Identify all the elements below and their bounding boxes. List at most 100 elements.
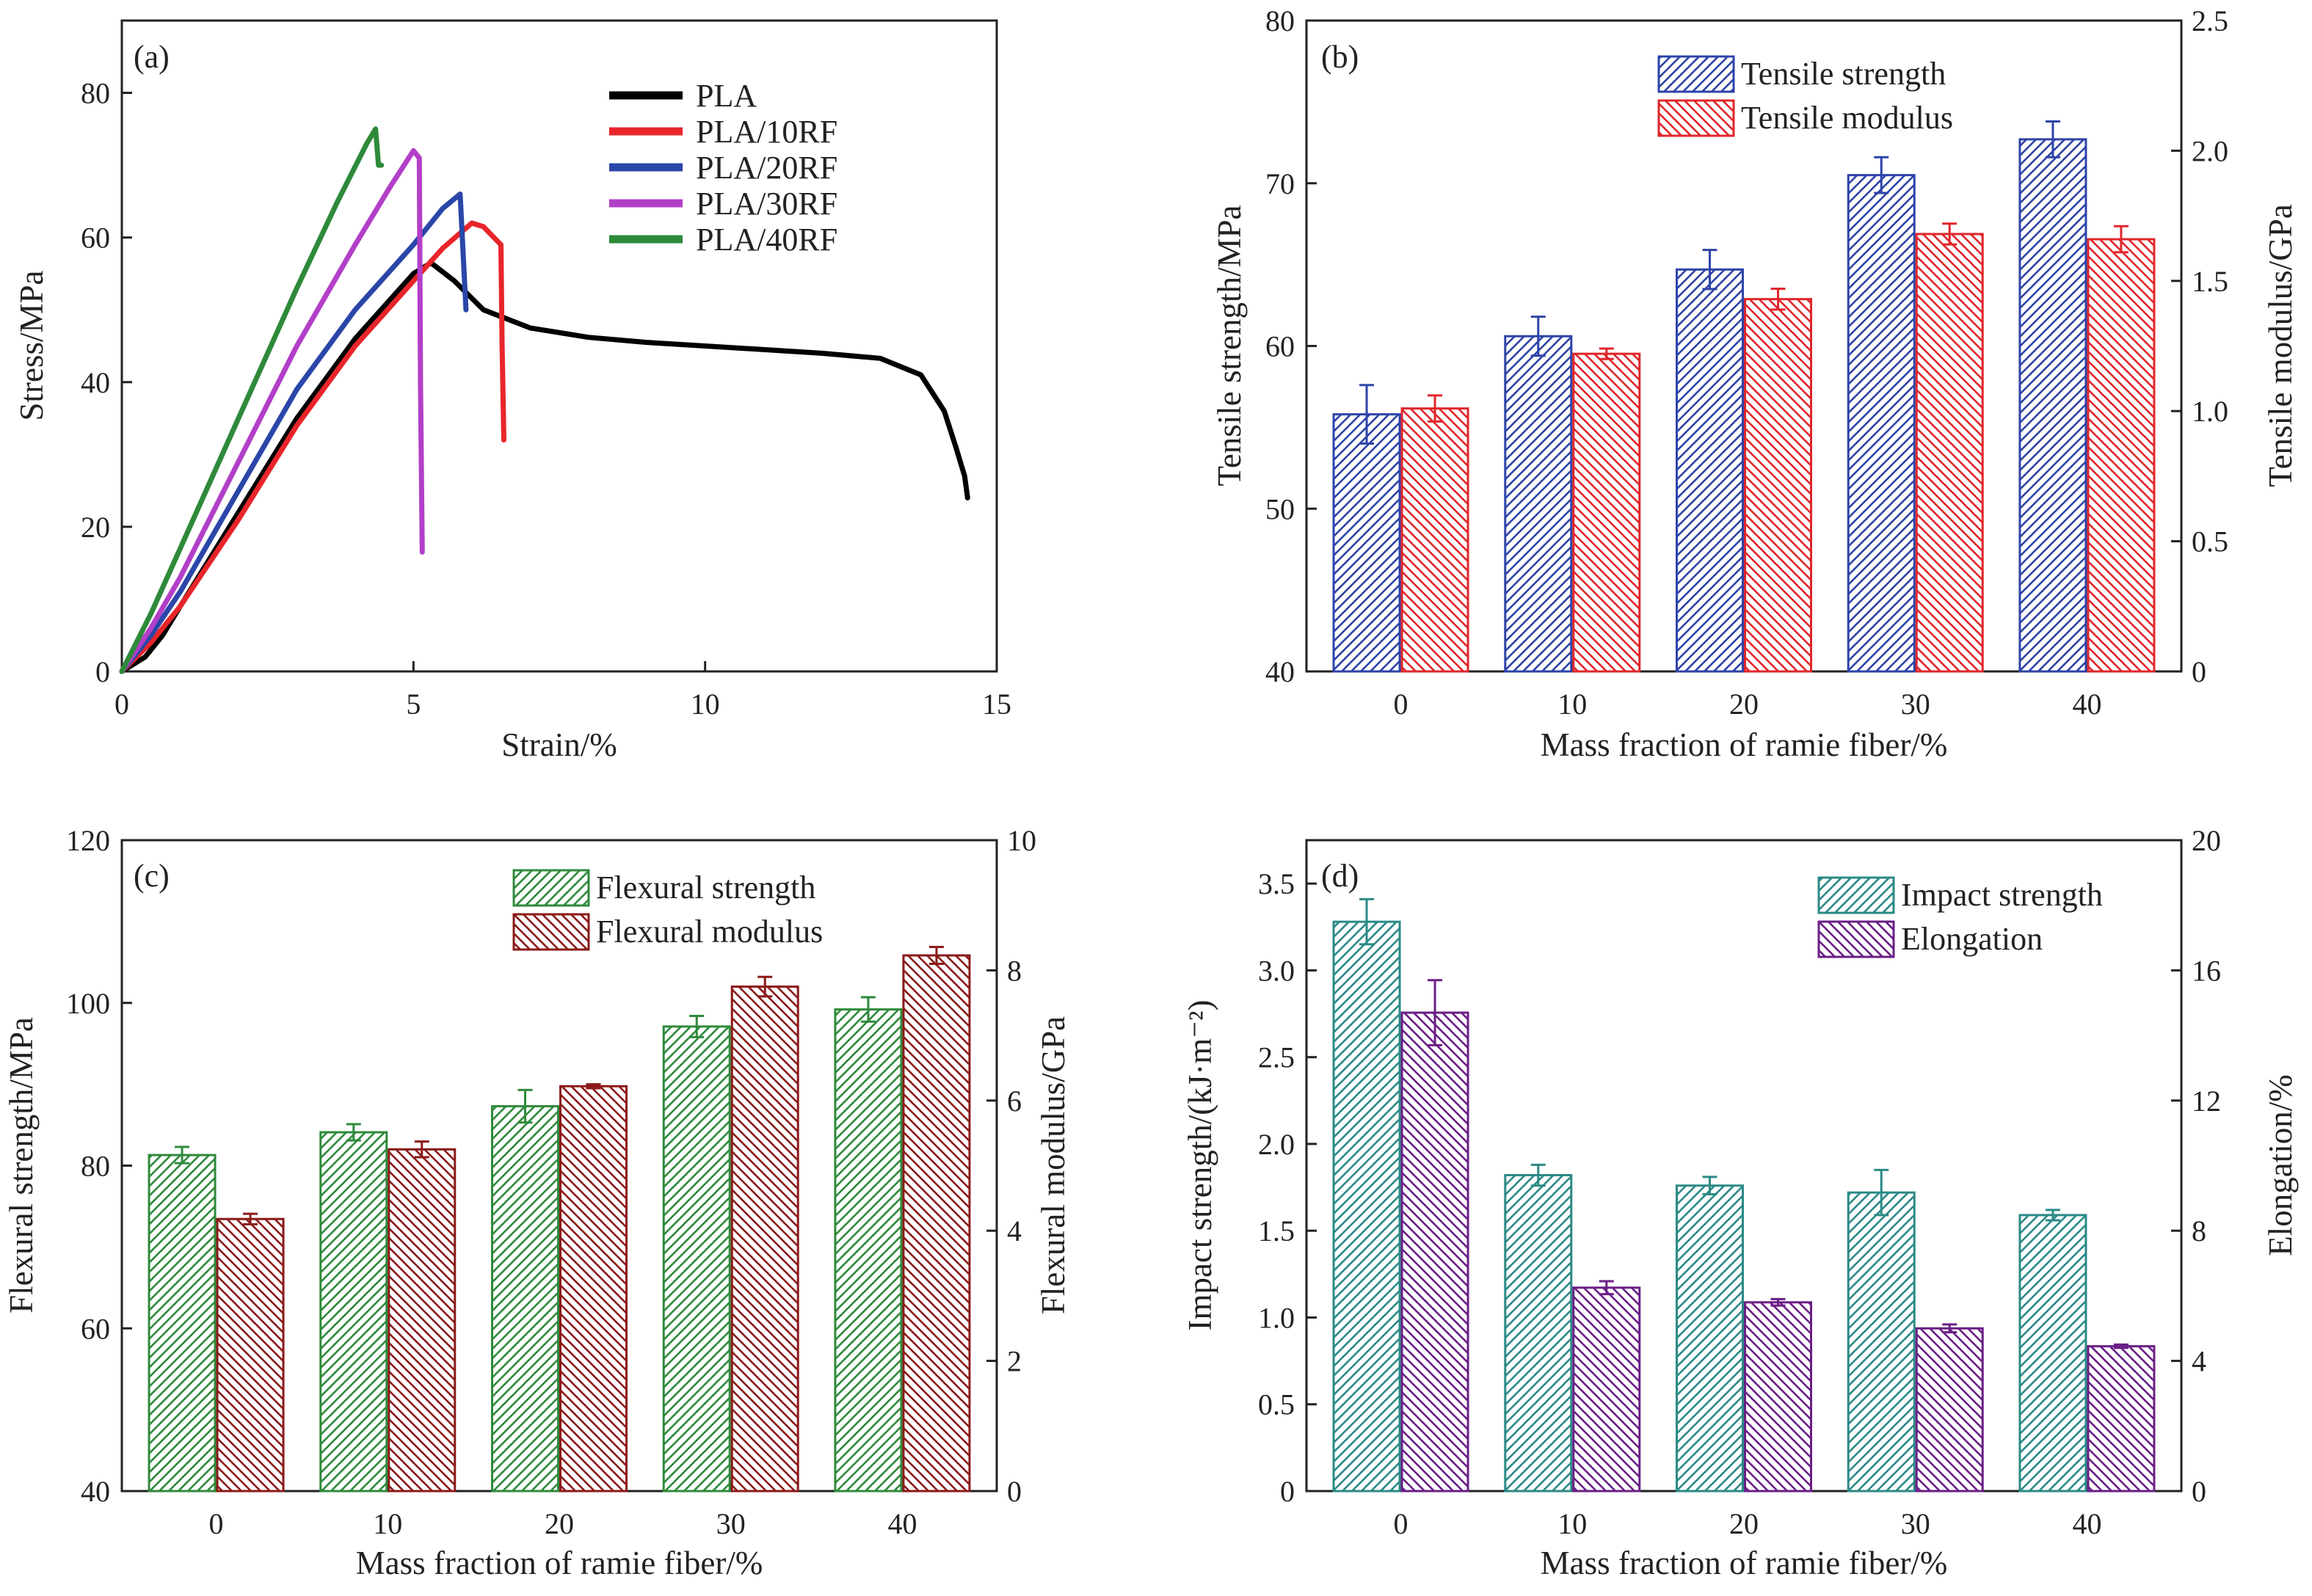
panel-d-y-tick-label: 1.0: [1258, 1301, 1295, 1334]
panel-b-tag: (b): [1321, 39, 1359, 75]
bar-tensile-strength: [2018, 138, 2087, 673]
panel-d-tag: (d): [1321, 858, 1359, 894]
panel-b-y-axis-label: Tensile strength/MPa: [1211, 205, 1248, 486]
panel-c-tag: (c): [134, 858, 170, 894]
legend-label: PLA: [696, 78, 757, 114]
panel-d-x-tick-label: 0: [1394, 1507, 1408, 1540]
panel-d-ticks: 0 0.5 1.0 1.5 2.0 2.5 3.0 3.5 0 4 8 12 16 20 0 10 20 30 40: [1258, 824, 2221, 1540]
bar-impact-strength: [1676, 1184, 1744, 1493]
panel-b-y2-tick-label: 1.0: [2192, 395, 2228, 428]
legend-swatch: [1657, 55, 1735, 93]
panel-a-frame: [120, 19, 998, 673]
panel-d-x-tick-label: 40: [2072, 1507, 2101, 1540]
bar-tensile-modulus: [1400, 407, 1469, 673]
series-line-pla-20rf: [119, 192, 469, 674]
panel-c-y-axis-label: Flexural strength/MPa: [3, 1017, 40, 1313]
panel-c-y-tick-label: 40: [81, 1475, 110, 1508]
bar-flexural-strength: [834, 1008, 903, 1493]
panel-a-y-tick-label: 80: [81, 77, 110, 110]
panel-c-y-tick-label: 80: [81, 1150, 110, 1183]
bar-flexural-strength: [319, 1131, 388, 1493]
bar-flexural-modulus: [902, 954, 971, 1493]
panel-a-y-tick-label: 20: [81, 511, 110, 544]
panel-b-y-tick-label: 60: [1265, 330, 1295, 363]
panel-c-y-tick-label: 60: [81, 1312, 110, 1345]
panel-b-x-tick-label: 20: [1729, 688, 1759, 721]
panel-d-y2-tick-label: 4: [2192, 1345, 2206, 1378]
panel-a-ticks: 0 5 10 15 0 20 40 60 80: [81, 77, 1011, 721]
panel-c-x-axis-label: Mass fraction of ramie fiber/%: [356, 1545, 763, 1581]
bar-tensile-strength: [1332, 413, 1401, 673]
panel-a-stress-strain: (a) Strain/% Stress/MPa 0 5 10 15020406080 …: [13, 19, 1011, 763]
panel-d-y-tick-label: 2.0: [1258, 1128, 1295, 1161]
panel-b-ticks: 40 50 60 70 80 0 0.5 1.0 1.5 2.0 2.5 0 10 20 30 40: [1265, 4, 2228, 721]
panel-a-tag: (a): [134, 39, 170, 75]
panel-a-y-tick-label: 40: [81, 366, 110, 399]
bar-flexural-strength: [662, 1025, 731, 1493]
panel-d-y-axis-label: Impact strength/(kJ·m⁻²): [1182, 1000, 1218, 1331]
panel-d-y2-tick-label: 0: [2192, 1475, 2206, 1508]
bar-tensile-strength: [1504, 335, 1573, 673]
bar-flexural-modulus: [730, 985, 799, 1493]
series-line-pla-10rf: [119, 220, 506, 674]
legend-swatch: [1657, 99, 1735, 137]
legend-swatch: [1817, 876, 1895, 914]
panel-a-x-tick-label: 5: [406, 688, 421, 721]
panel-b-x-axis-label: Mass fraction of ramie fiber/%: [1541, 726, 1948, 763]
legend-label: PLA/10RF: [696, 114, 837, 150]
bar-tensile-modulus: [2087, 238, 2156, 673]
panel-b-y-tick-label: 70: [1265, 167, 1295, 200]
bar-flexural-modulus: [216, 1217, 285, 1493]
panel-a-y-axis-label: Stress/MPa: [13, 270, 50, 420]
legend-swatch: [1817, 920, 1895, 958]
panel-d-x-tick-label: 10: [1557, 1507, 1587, 1540]
panel-d-x-axis-label: Mass fraction of ramie fiber/%: [1541, 1545, 1948, 1581]
series-line-pla: [119, 260, 970, 674]
panel-c-y2-tick-label: 6: [1007, 1085, 1022, 1118]
panel-b-y-tick-label: 40: [1265, 655, 1295, 688]
panel-c-legend: Flexural strength Flexural modulus: [512, 869, 823, 951]
bar-elongation: [1744, 1301, 1812, 1493]
panel-d-y2-tick-label: 20: [2192, 824, 2221, 857]
panel-b-y2-tick-label: 2.0: [2192, 134, 2228, 167]
panel-b-y2-tick-label: 2.5: [2192, 4, 2228, 37]
bar-flexural-modulus: [559, 1085, 628, 1493]
panel-d-y2-tick-label: 12: [2192, 1085, 2221, 1118]
legend-label: Tensile modulus: [1741, 100, 1953, 136]
panel-d-y-tick-label: 1.5: [1258, 1214, 1295, 1247]
panel-b-legend: Tensile strength Tensile modulus: [1657, 55, 1953, 137]
panel-c-x-tick-label: 30: [716, 1507, 746, 1540]
panel-d-x-tick-label: 30: [1901, 1507, 1930, 1540]
panel-d-y-tick-label: 0.5: [1258, 1388, 1295, 1421]
bar-impact-strength: [1847, 1191, 1916, 1493]
panel-c-y2-tick-label: 8: [1007, 954, 1022, 987]
panel-b-y2-tick-label: 0: [2192, 655, 2206, 688]
panel-b-bars: [1332, 120, 2156, 673]
panel-c-y2-tick-label: 0: [1007, 1475, 1022, 1508]
legend-label: Elongation: [1901, 921, 2043, 957]
bar-tensile-modulus: [1572, 352, 1641, 673]
panel-b-tensile: (b) Mass fraction of ramie fiber/% Tensi…: [1211, 4, 2299, 763]
bar-flexural-modulus: [388, 1148, 457, 1493]
panel-c-bars: [148, 945, 971, 1493]
panel-d-y2-tick-label: 8: [2192, 1214, 2206, 1247]
legend-swatch: [512, 869, 590, 907]
panel-b-y-tick-label: 80: [1265, 4, 1295, 37]
panel-c-y2-tick-label: 2: [1007, 1345, 1022, 1378]
legend-swatch: [512, 913, 590, 951]
panel-b-y2-axis-label: Tensile modulus/GPa: [2262, 204, 2299, 487]
panel-b-x-tick-label: 30: [1901, 688, 1930, 721]
bar-impact-strength: [1504, 1174, 1573, 1493]
bar-elongation: [2087, 1345, 2156, 1493]
panel-c-flexural: (c) Mass fraction of ramie fiber/% Flexu…: [3, 824, 1072, 1581]
panel-d-x-tick-label: 20: [1729, 1507, 1759, 1540]
bar-impact-strength: [2018, 1214, 2087, 1493]
panel-d-impact: (d) Mass fraction of ramie fiber/% Impac…: [1182, 824, 2299, 1581]
series-line-pla-30rf: [119, 147, 425, 674]
panel-d-y-tick-label: 2.5: [1258, 1041, 1295, 1074]
panel-d-bars: [1332, 897, 2156, 1493]
bar-flexural-strength: [491, 1105, 559, 1493]
